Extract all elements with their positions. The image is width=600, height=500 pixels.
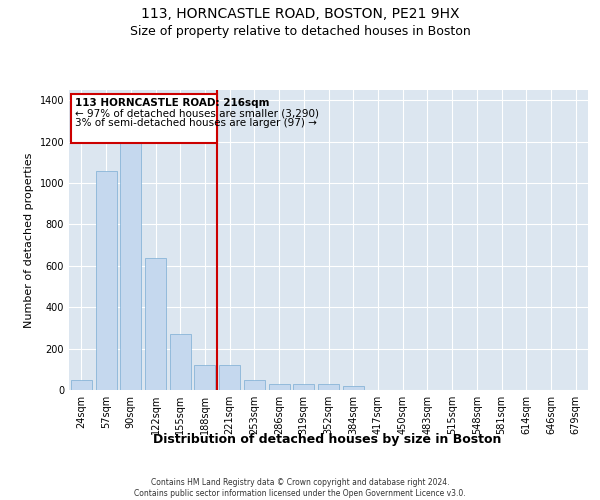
Bar (145, 258, 166, 390)
Text: 113 HORNCASTLE ROAD: 216sqm: 113 HORNCASTLE ROAD: 216sqm (74, 98, 269, 108)
Text: Distribution of detached houses by size in Boston: Distribution of detached houses by size … (153, 432, 501, 446)
Bar (170, 334, 191, 390)
Bar (194, 365, 215, 390)
Bar (244, 380, 265, 390)
Text: 113, HORNCASTLE ROAD, BOSTON, PE21 9HX: 113, HORNCASTLE ROAD, BOSTON, PE21 9HX (141, 8, 459, 22)
Bar (318, 384, 339, 390)
Text: 3% of semi-detached houses are larger (97) →: 3% of semi-detached houses are larger (9… (74, 118, 317, 128)
Bar (95, 170, 116, 390)
Y-axis label: Number of detached properties: Number of detached properties (24, 152, 34, 328)
Bar (71, 380, 92, 390)
Text: ← 97% of detached houses are smaller (3,290): ← 97% of detached houses are smaller (3,… (74, 108, 319, 118)
Bar (219, 365, 240, 390)
Bar (343, 386, 364, 390)
Text: Contains HM Land Registry data © Crown copyright and database right 2024.
Contai: Contains HM Land Registry data © Crown c… (134, 478, 466, 498)
Bar (120, 140, 141, 390)
Bar (293, 384, 314, 390)
Text: Size of property relative to detached houses in Boston: Size of property relative to detached ho… (130, 25, 470, 38)
Bar (269, 384, 290, 390)
FancyBboxPatch shape (71, 94, 217, 143)
